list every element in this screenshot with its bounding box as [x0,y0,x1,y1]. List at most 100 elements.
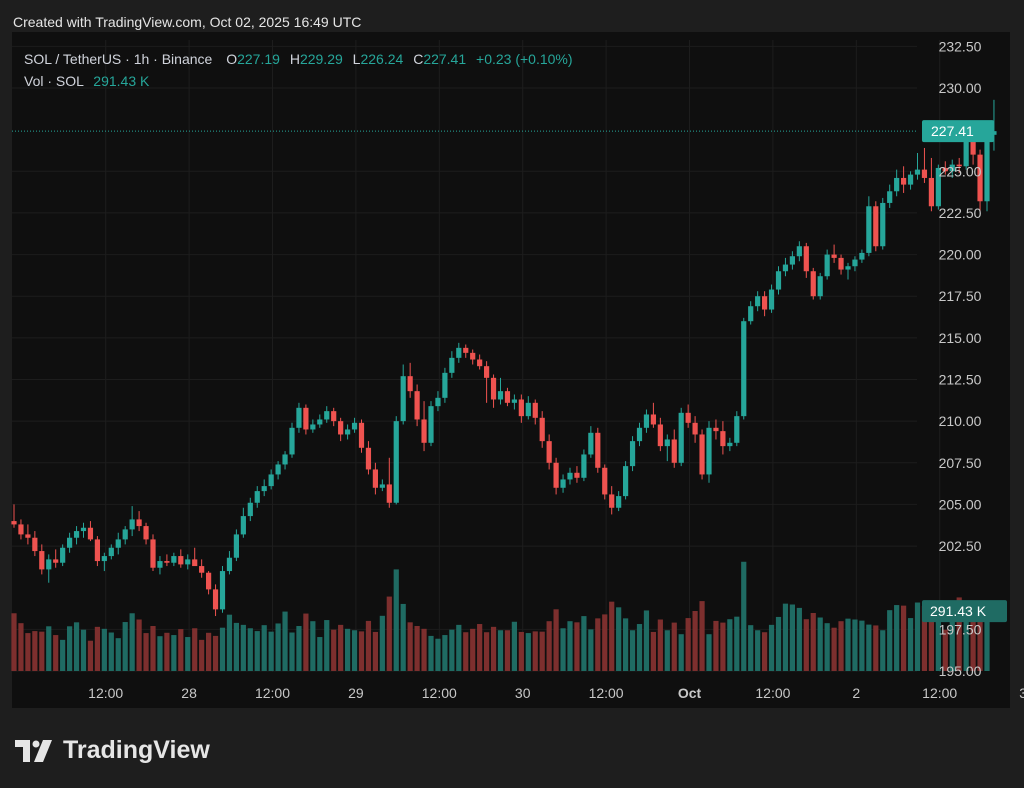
candle[interactable] [525,396,531,420]
candle[interactable] [609,486,615,515]
candle[interactable] [372,462,378,495]
candle[interactable] [32,531,38,557]
candle[interactable] [46,554,52,583]
candle[interactable] [456,342,462,363]
candle[interactable] [108,544,114,560]
candle[interactable] [581,449,587,482]
candle[interactable] [136,511,142,532]
candle[interactable] [386,457,392,508]
candle[interactable] [463,344,469,358]
candle[interactable] [623,461,629,500]
candle[interactable] [94,536,100,567]
candle[interactable] [977,149,983,212]
candle[interactable] [511,394,517,410]
candle[interactable] [25,524,31,545]
candle[interactable] [157,556,163,575]
candle[interactable] [901,166,907,193]
candle[interactable] [616,491,622,512]
candle[interactable] [727,437,733,452]
candle[interactable] [928,157,934,212]
candle[interactable] [546,434,552,470]
candle[interactable] [741,317,747,420]
candle[interactable] [11,504,17,528]
candle[interactable] [67,532,73,553]
candle[interactable] [504,387,511,407]
candle[interactable] [477,354,483,370]
candle[interactable] [87,521,94,542]
candle[interactable] [192,547,198,567]
candle[interactable] [358,419,365,453]
candle[interactable] [53,549,59,568]
candle[interactable] [894,169,900,197]
candle[interactable] [755,291,761,312]
candle[interactable] [935,164,941,210]
candle[interactable] [775,266,782,295]
candle[interactable] [317,414,323,428]
candle[interactable] [532,399,538,425]
candle[interactable] [685,404,691,428]
candle[interactable] [240,507,246,538]
candle[interactable] [859,249,865,263]
candle[interactable] [907,171,914,190]
candle[interactable] [18,519,24,540]
candle[interactable] [129,506,135,537]
candle[interactable] [490,374,497,408]
candle[interactable] [296,402,302,433]
candle[interactable] [803,242,809,278]
candle[interactable] [219,566,226,613]
candle[interactable] [80,522,87,538]
candle[interactable] [442,367,448,403]
candle[interactable] [734,411,740,447]
symbol-label[interactable]: SOL / TetherUS · 1h · Binance [24,51,213,67]
candle[interactable] [567,467,573,485]
candle[interactable] [650,402,656,428]
candle[interactable] [629,436,636,472]
candle[interactable] [810,267,816,300]
candle[interactable] [199,559,205,578]
candle[interactable] [595,427,601,473]
candle[interactable] [428,401,434,447]
candle[interactable] [275,461,281,480]
candle[interactable] [824,249,830,280]
candle[interactable] [831,244,837,263]
chart-pane[interactable] [12,32,1010,708]
candle[interactable] [164,554,170,567]
candle[interactable] [324,406,330,423]
candle[interactable] [692,416,698,443]
candle[interactable] [574,466,580,483]
candle[interactable] [261,479,267,497]
candle[interactable] [414,384,420,427]
candle[interactable] [873,201,879,252]
candle[interactable] [553,457,559,495]
candle[interactable] [845,262,851,280]
candle[interactable] [60,544,66,567]
candle[interactable] [838,254,844,275]
candle[interactable] [518,394,524,423]
candle[interactable] [331,407,337,427]
candle[interactable] [678,407,684,467]
candle[interactable] [345,424,351,440]
candle[interactable] [949,159,955,178]
candle[interactable] [150,534,156,572]
candle[interactable] [338,417,344,442]
candle[interactable] [921,147,928,183]
candle[interactable] [254,486,260,508]
candle[interactable] [768,284,775,313]
candle[interactable] [115,532,121,555]
candle[interactable] [817,272,823,300]
volume-label[interactable]: Vol · SOL [24,73,84,89]
candle[interactable] [636,422,643,447]
candle[interactable] [782,257,789,277]
candle[interactable] [713,419,719,440]
candle[interactable] [379,479,385,492]
candle[interactable] [497,377,504,405]
candle[interactable] [407,362,413,398]
candle[interactable] [449,351,455,378]
candle[interactable] [233,529,239,562]
candle[interactable] [852,256,858,272]
candle[interactable] [73,526,80,545]
candle[interactable] [914,152,921,180]
candle[interactable] [143,522,149,545]
candle[interactable] [400,364,406,425]
